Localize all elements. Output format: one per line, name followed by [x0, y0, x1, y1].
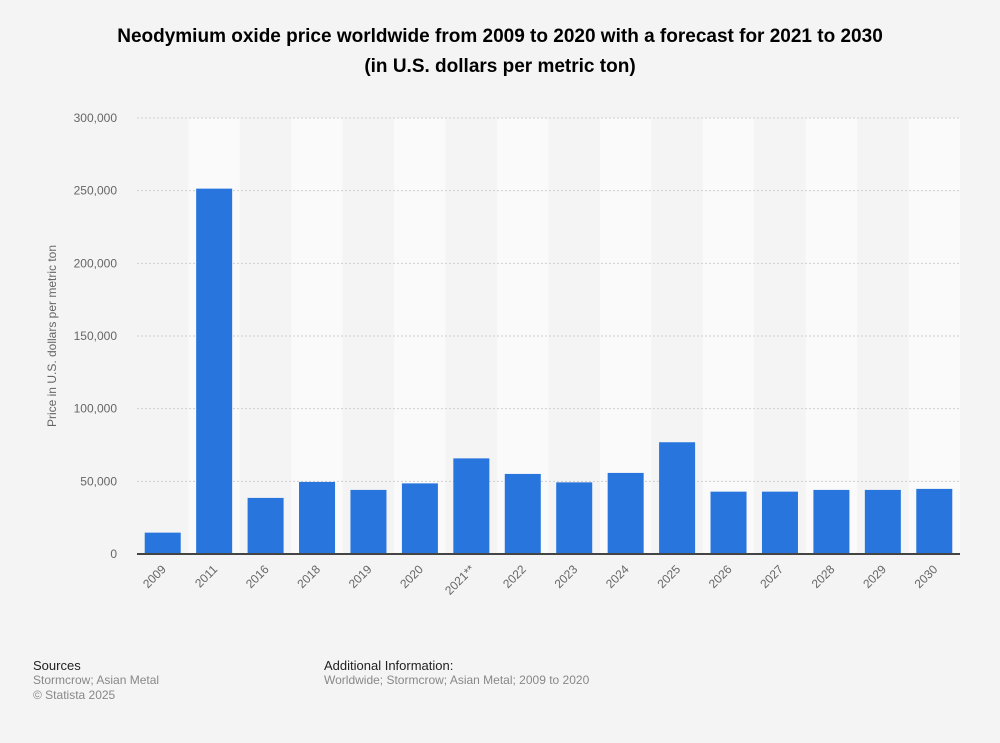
bar — [659, 442, 696, 554]
bar — [607, 472, 644, 554]
sources-heading: Sources — [33, 658, 81, 673]
bar — [916, 488, 953, 554]
y-tick-label: 50,000 — [80, 474, 117, 488]
bar — [196, 188, 233, 554]
bar — [401, 483, 438, 554]
x-tick-label: 2018 — [294, 562, 323, 591]
x-tick-label: 2020 — [397, 562, 426, 591]
x-tick-label: 2021** — [442, 562, 478, 598]
bar — [864, 489, 901, 554]
x-tick-label: 2023 — [552, 562, 581, 591]
bar — [556, 482, 593, 554]
x-tick-label: 2026 — [706, 562, 735, 591]
bar — [504, 473, 541, 554]
bar — [350, 489, 387, 554]
x-tick-label: 2029 — [860, 562, 889, 591]
x-tick-label: 2019 — [346, 562, 375, 591]
y-tick-label: 250,000 — [74, 184, 118, 198]
bar — [813, 489, 850, 554]
y-tick-label: 200,000 — [74, 256, 118, 270]
title-line: Neodymium oxide price worldwide from 200… — [117, 26, 883, 47]
chart-title: Neodymium oxide price worldwide from 200… — [0, 22, 1000, 82]
sources-text: Stormcrow; Asian Metal — [33, 673, 160, 687]
info-text: Worldwide; Stormcrow; Asian Metal; 2009 … — [324, 673, 590, 687]
x-tick-label: 2030 — [912, 562, 941, 591]
x-tick-label: 2016 — [243, 562, 272, 591]
y-tick-label: 300,000 — [74, 111, 118, 125]
y-tick-label: 150,000 — [74, 329, 118, 343]
y-axis-label: Price in U.S. dollars per metric ton — [45, 245, 59, 427]
x-tick-label: 2027 — [757, 562, 786, 591]
bar — [299, 481, 336, 554]
x-tick-label: 2009 — [140, 562, 169, 591]
y-tick-label: 100,000 — [74, 402, 118, 416]
sources-block: Sources Stormcrow; Asian Metal © Statist… — [33, 658, 159, 703]
bar — [710, 491, 747, 554]
bar — [247, 497, 284, 554]
x-tick-label: 2011 — [192, 562, 220, 590]
x-tick-label: 2028 — [809, 562, 838, 591]
bar-chart: 0 50,000 100,000 150,000 200,000 250,000 300,0… — [45, 111, 960, 598]
y-tick-label: 0 — [110, 547, 117, 561]
x-tick-label: 2022 — [500, 562, 529, 591]
x-tick-label: 2025 — [654, 562, 683, 591]
info-heading: Additional Information: — [324, 658, 454, 673]
additional-info-block: Additional Information: Worldwide; Storm… — [324, 658, 589, 688]
subtitle-line: (in U.S. dollars per metric ton) — [364, 56, 636, 77]
copyright: © Statista 2025 — [33, 688, 116, 702]
bar — [453, 458, 490, 554]
bar — [761, 491, 798, 554]
x-tick-label: 2024 — [603, 562, 632, 591]
bar — [144, 532, 181, 554]
